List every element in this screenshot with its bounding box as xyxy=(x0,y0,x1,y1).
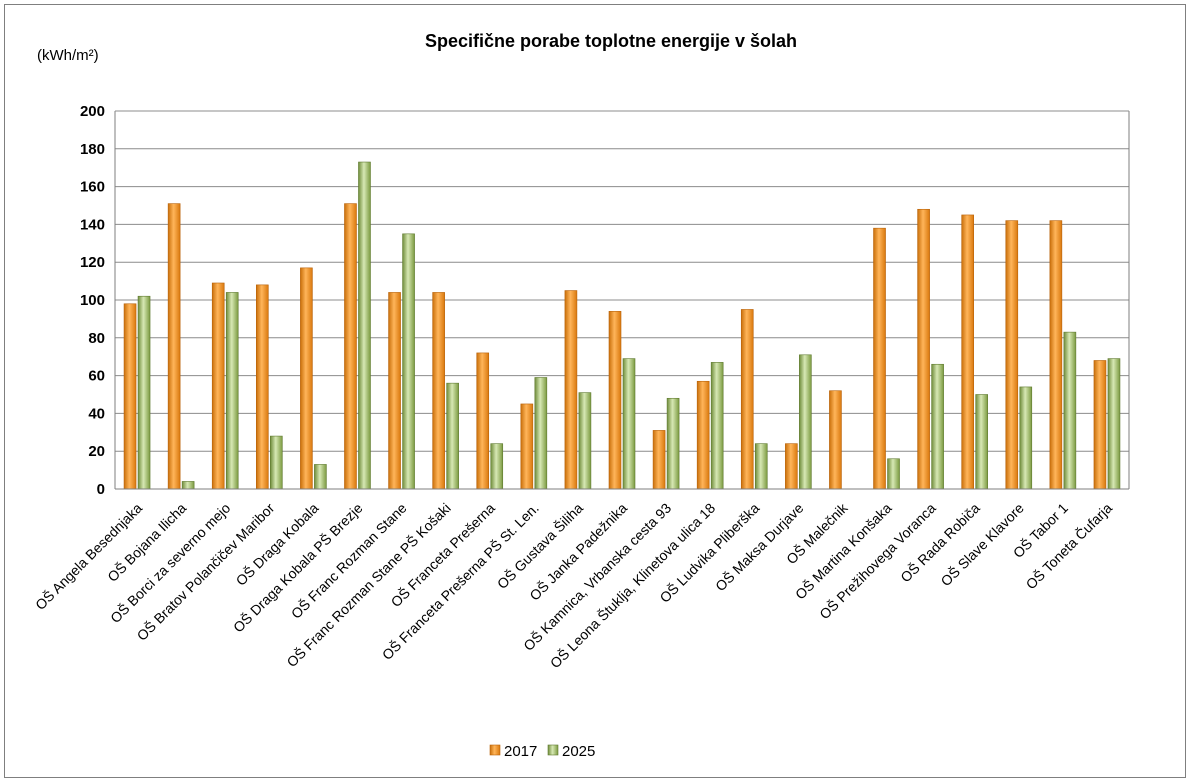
y-tick-label: 0 xyxy=(97,481,105,498)
x-tick-label: OŠ Franceta Prešerna PŠ St. Len. xyxy=(379,500,542,663)
bar-2025-10 xyxy=(578,392,592,490)
bar-2025-12 xyxy=(666,397,680,490)
y-tick-label: 40 xyxy=(88,405,105,422)
y-tick-label: 200 xyxy=(80,103,105,120)
bar-2025-5 xyxy=(358,161,371,490)
x-tick-label: OŠ Slave Klavore xyxy=(937,500,1027,590)
legend: 2017 2025 xyxy=(489,743,595,760)
chart-frame: Specifične porabe toplotne energije v šo… xyxy=(4,4,1186,778)
bar-2017-22 xyxy=(1093,360,1107,490)
bar-2025-6 xyxy=(402,233,415,490)
x-tick-label: OŠ Franc Rozman Stane PŠ Košaki xyxy=(283,500,453,670)
y-tick-label: 100 xyxy=(80,292,105,309)
bar-2017-3 xyxy=(256,284,269,490)
bar-2025-2 xyxy=(225,292,239,490)
bar-2017-4 xyxy=(300,267,313,490)
bar-2025-19 xyxy=(975,394,988,490)
y-axis-unit-label: (kWh/m²) xyxy=(37,47,99,64)
bar-2025-14 xyxy=(754,443,768,490)
bar-2017-6 xyxy=(388,292,401,490)
y-tick-label: 60 xyxy=(88,368,105,385)
bar-2017-17 xyxy=(873,227,886,490)
bar-2017-21 xyxy=(1049,220,1063,490)
x-tick-label: OŠ Leona Štuklja, Klinetova ulica 18 xyxy=(547,500,719,672)
bar-2025-0 xyxy=(137,295,151,490)
bar-2017-11 xyxy=(608,311,622,490)
bar-2025-13 xyxy=(710,362,724,490)
bar-2025-18 xyxy=(931,363,944,490)
bar-2017-16 xyxy=(829,390,842,490)
bar-2025-15 xyxy=(799,354,812,490)
bar-2017-14 xyxy=(740,309,754,490)
bar-2017-20 xyxy=(1005,220,1019,490)
bar-2017-18 xyxy=(917,208,930,490)
bar-chart: Specifične porabe toplotne energije v šo… xyxy=(32,31,1130,760)
bar-2017-13 xyxy=(696,380,710,490)
x-tick-label: OŠ Draga Kobala xyxy=(233,500,322,589)
bar-2017-10 xyxy=(564,290,578,490)
bar-2017-8 xyxy=(476,352,490,490)
y-tick-label: 120 xyxy=(80,254,105,271)
bar-2025-22 xyxy=(1107,358,1121,490)
bar-2025-11 xyxy=(622,358,636,490)
axes xyxy=(114,110,1130,490)
legend-label-2025: 2025 xyxy=(562,743,595,760)
bar-2025-7 xyxy=(446,382,459,490)
bar-2017-0 xyxy=(123,303,137,490)
bar-2017-5 xyxy=(344,203,357,490)
x-tick-label: OŠ Rada Robiča xyxy=(897,500,983,586)
bar-2025-21 xyxy=(1063,331,1077,490)
chart-title: Specifične porabe toplotne energije v šo… xyxy=(425,31,797,51)
bar-2025-9 xyxy=(534,377,548,490)
bar-2017-19 xyxy=(961,214,974,490)
bar-2025-17 xyxy=(887,458,900,490)
x-tick-label: OŠ Bojana Ilicha xyxy=(104,500,189,585)
bar-2017-12 xyxy=(652,430,666,490)
bar-2017-1 xyxy=(167,203,181,490)
legend-swatch-2025 xyxy=(547,744,559,756)
bar-2025-4 xyxy=(314,464,327,490)
y-tick-label: 160 xyxy=(80,179,105,196)
y-tick-label: 140 xyxy=(80,216,105,233)
x-tick-label: OŠ Toneta Čufarja xyxy=(1023,500,1116,593)
legend-label-2017: 2017 xyxy=(504,743,537,760)
bar-2017-7 xyxy=(432,292,445,490)
bar-2017-15 xyxy=(785,443,798,490)
y-tick-label: 80 xyxy=(88,330,105,347)
y-tick-labels: 0 20 40 60 80 100 120 140 160 180 200 xyxy=(80,103,105,498)
y-tick-label: 20 xyxy=(88,443,105,460)
bar-2025-3 xyxy=(270,435,283,490)
bar-2017-9 xyxy=(520,403,534,490)
legend-swatch-2017 xyxy=(489,744,501,756)
bar-2025-20 xyxy=(1019,386,1033,490)
bar-2025-8 xyxy=(490,443,504,490)
bar-2017-2 xyxy=(211,282,225,490)
y-tick-label: 180 xyxy=(80,141,105,158)
bar-2025-1 xyxy=(181,481,195,490)
bars xyxy=(123,161,1121,490)
